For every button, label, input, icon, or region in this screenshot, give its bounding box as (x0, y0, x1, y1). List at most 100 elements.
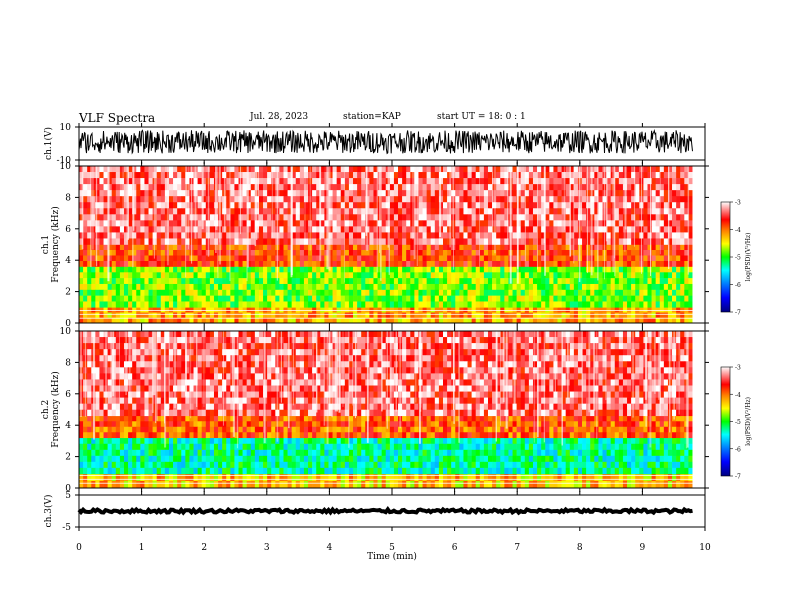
ch2-spectrogram-cell (447, 443, 452, 451)
ch1-spectrogram-cell (230, 232, 235, 239)
ch1-spectrogram-streak (132, 166, 134, 268)
ch1-spectrogram-cell (238, 312, 243, 319)
ch2-spectrogram-cell (541, 449, 546, 457)
ch1-spectrogram-cell (487, 226, 493, 233)
ch1-spectrogram-cell (283, 266, 288, 273)
ch1-spectrogram-cell (361, 278, 366, 285)
ch1-spectrogram-cell (279, 255, 284, 262)
ch1-spectrogram-cell (156, 250, 162, 256)
ch1-spectrogram-cell (177, 244, 182, 251)
ch1-spectrogram-cell (295, 317, 301, 324)
ch1-spectrogram-cell (320, 220, 325, 227)
ch2-spectrogram-cell (496, 437, 501, 445)
ch1-spectrogram-cell (152, 220, 158, 227)
ch1-spectrogram-cell (279, 289, 284, 296)
ch1-spectrogram-cell (136, 232, 141, 239)
ch2-spectrogram-cell (496, 473, 501, 482)
ch1-spectrogram-cell (414, 301, 419, 308)
ch1-spectrogram-cell (504, 184, 509, 191)
ch1-spectrogram-cell (500, 178, 505, 185)
ch1-spectrogram-cell (594, 250, 599, 256)
ch1-spectrogram-cell (663, 317, 669, 324)
ch1-spectrogram-cell (99, 214, 104, 221)
ch1-spectrogram-cell (365, 278, 370, 285)
ch1-spectrogram-cell (303, 244, 309, 251)
ch1-spectrogram-cell (369, 250, 374, 256)
ch2-spectrogram-cell (144, 455, 149, 463)
ch2-spectrogram-cell (156, 480, 162, 489)
ch1-spectrogram-cell (647, 178, 652, 185)
ch2-spectrogram-cell (189, 437, 194, 445)
ch1-spectrogram-cell (79, 266, 84, 273)
ch1-spectrogram-cell (426, 283, 432, 291)
ch1-spectrogram-cell (119, 255, 125, 262)
ch1-spectrogram-cell (602, 317, 607, 324)
ch1-spectrogram-cell (614, 214, 620, 221)
ch1-spectrogram-cell (267, 244, 272, 251)
ch1-spectrogram-cell (91, 232, 96, 239)
ch1-spectrogram-cell (561, 244, 566, 251)
ch1-spectrogram-cell (115, 255, 121, 262)
ch1-spectrogram-cell (479, 278, 485, 285)
ch1-spectrogram-cell (688, 208, 693, 215)
ch2-spectrogram-cell (201, 480, 207, 489)
ch1-spectrogram-cell (144, 301, 149, 308)
ch1-spectrogram-cell (168, 244, 174, 251)
ch1-spectrogram-cell (471, 312, 477, 319)
ch1-spectrogram-cell (438, 232, 444, 239)
ch1-spectrogram-cell (614, 272, 620, 279)
ch1-spectrogram-cell (406, 272, 411, 279)
ch1-spectrogram-cell (136, 208, 141, 215)
ch2-spectrogram-cell (291, 480, 297, 489)
ch1-spectrogram-cell (136, 278, 141, 285)
ch1-spectrogram-cell (406, 208, 411, 215)
ch1-spectrogram-cell (316, 289, 321, 296)
ch1-spectrogram-cell (218, 266, 223, 273)
ch1-spectrogram-cell (258, 226, 264, 233)
ch1-spectrogram-cell (434, 312, 440, 319)
ch1-spectrogram-cell (111, 220, 117, 227)
ch1-spectrogram-cell (627, 278, 632, 285)
ch1-spectrogram-cell (377, 260, 382, 267)
ch2-spectrogram-cell (614, 449, 620, 457)
ch1-spectrogram-cell (160, 289, 166, 296)
ch1-spectrogram-cell (348, 226, 354, 233)
ch1-spectrogram-cell (226, 260, 231, 267)
ch1-spectrogram-cell (582, 295, 587, 302)
ch1-spectrogram-cell (373, 226, 378, 233)
ch1-spectrogram-cell (541, 220, 546, 227)
ch1-spectrogram-cell (115, 166, 121, 173)
ch2-spectrogram-cell (148, 455, 153, 463)
ch1-spectrogram-cell (561, 255, 566, 262)
ch1-spectrogram-cell (479, 178, 485, 185)
ch2-spectrogram-cell (316, 443, 321, 451)
ch2-spectrogram-cell (479, 443, 485, 451)
ch1-spectrogram-cell (659, 278, 665, 285)
ch1-spectrogram-cell (201, 244, 207, 251)
ch1-spectrogram-cell (426, 272, 432, 279)
ch1-spectrogram-cell (414, 208, 419, 215)
ch1-spectrogram-cell (205, 312, 211, 319)
ch1-spectrogram-streak (319, 166, 322, 262)
ch1-spectrogram-cell (635, 202, 640, 209)
ch1-spectrogram-cell (512, 278, 517, 285)
ch1-spectrogram-cell (299, 272, 305, 279)
ch1-spectrogram-cell (402, 250, 407, 256)
ch1-spectrogram-cell (610, 232, 616, 239)
ch1-spectrogram-cell (643, 272, 648, 279)
ch2-spectrogram-cell (254, 449, 260, 457)
ch1-spectrogram-cell (443, 295, 448, 302)
ch1-spectrogram-cell (361, 232, 366, 239)
ch2-spectrogram-cell (389, 455, 395, 463)
ch2-spectrogram-cell (123, 473, 129, 482)
ch1-spectrogram-streak (122, 166, 124, 235)
ch1-spectrogram-cell (647, 244, 652, 251)
ch1-spectrogram-cell (512, 255, 517, 262)
ch2-spectrogram-cell (324, 449, 329, 457)
ch1-spectrogram-cell (524, 178, 530, 185)
ch2-spectrogram-cell (205, 480, 211, 489)
ch1-spectrogram-cell (369, 184, 374, 191)
ch1-spectrogram-cell (614, 244, 620, 251)
ch1-spectrogram-cell (332, 255, 337, 262)
ch1-spectrogram-cell (500, 317, 505, 324)
